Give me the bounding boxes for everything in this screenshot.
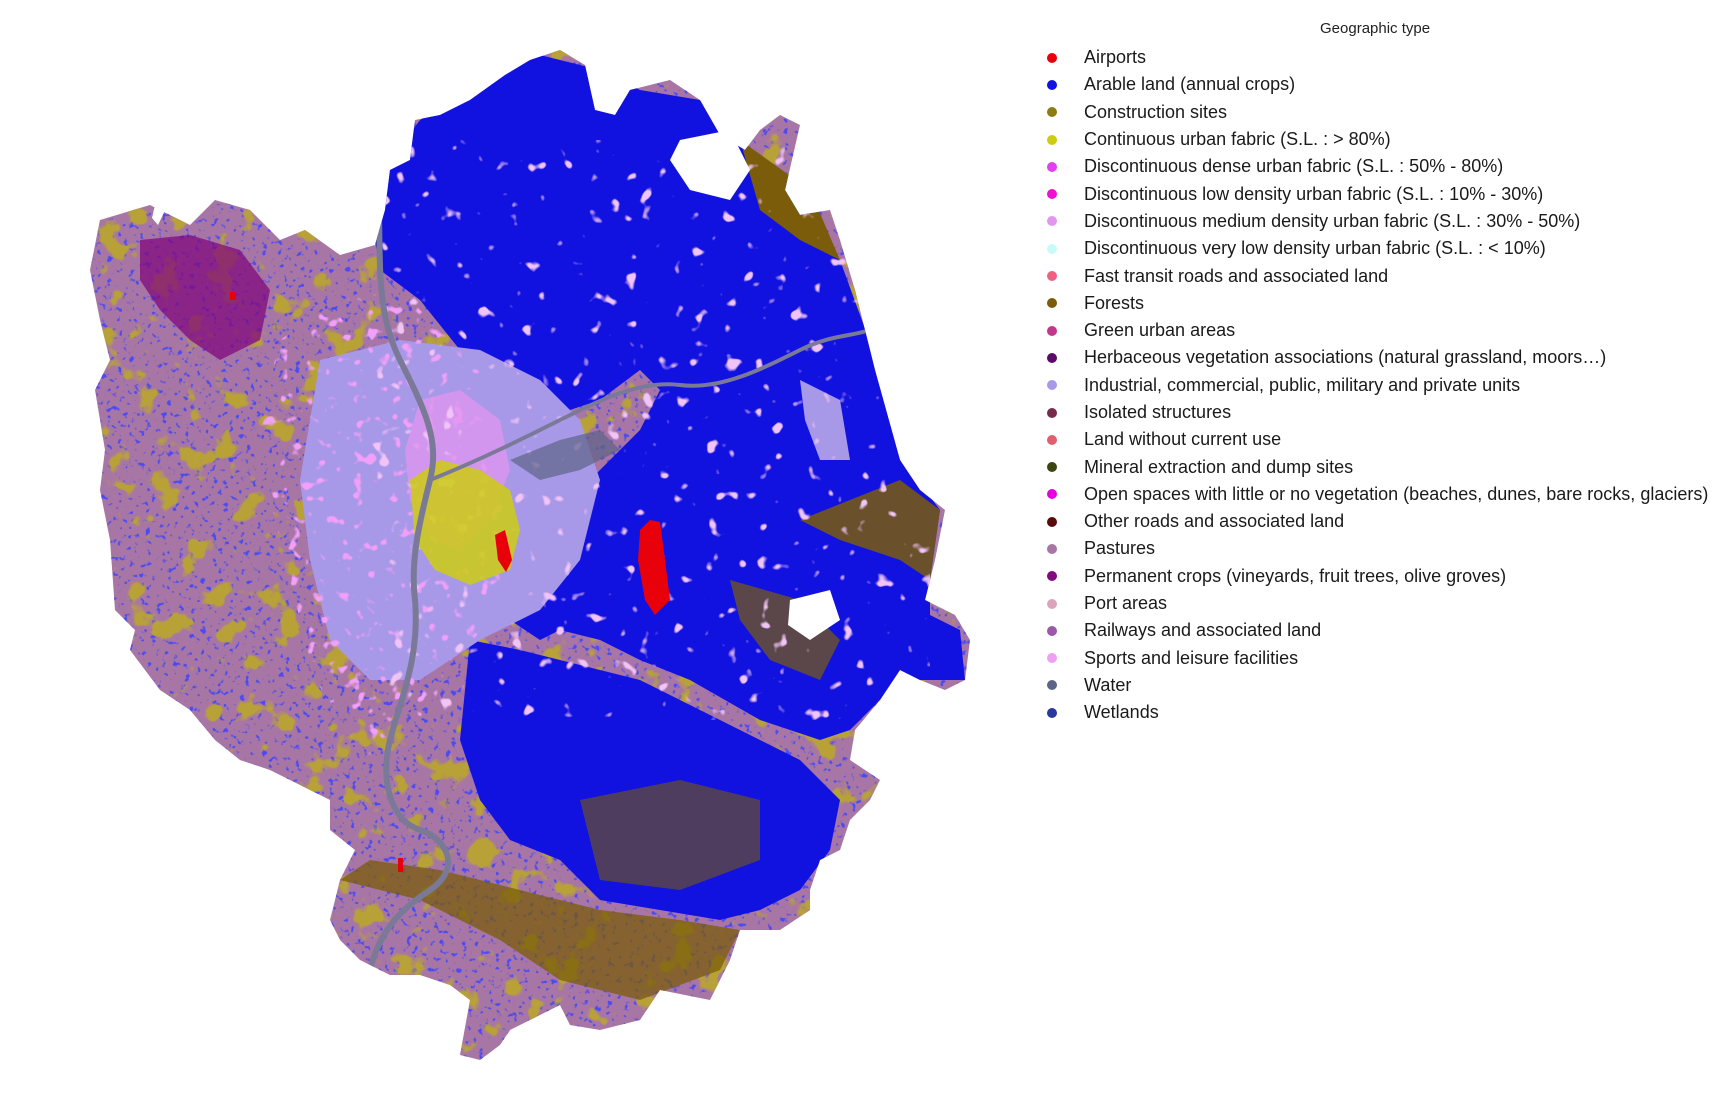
legend-swatch <box>1047 516 1057 527</box>
legend-label: Railways and associated land <box>1084 620 1322 641</box>
continuous-urban-core <box>410 460 520 585</box>
legend-label: Discontinuous very low density urban fab… <box>1084 238 1546 259</box>
legend-label: Water <box>1084 674 1132 695</box>
legend-label: Discontinuous low density urban fabric (… <box>1084 183 1544 204</box>
legend-swatch <box>1047 462 1057 473</box>
airport-tiny-nw <box>230 292 236 300</box>
legend-label: Pastures <box>1084 538 1156 559</box>
legend-label: Isolated structures <box>1084 402 1232 422</box>
legend-label: Land without current use <box>1084 429 1282 450</box>
legend-swatch <box>1047 161 1057 172</box>
legend-swatch <box>1047 380 1057 391</box>
legend-label: Fast transit roads and associated land <box>1084 265 1389 286</box>
legend-swatch <box>1047 653 1057 664</box>
land-cover-map <box>40 40 990 1070</box>
forest-band-south <box>340 860 740 1000</box>
legend-swatch <box>1047 298 1057 309</box>
legend-swatch <box>1047 434 1057 445</box>
legend-label: Discontinuous medium density urban fabri… <box>1084 210 1581 231</box>
airport-small <box>495 530 512 572</box>
legend-label: Green urban areas <box>1084 320 1236 341</box>
forest-patch-south <box>580 780 760 890</box>
legend-swatch <box>1047 107 1057 118</box>
water-patch-center <box>510 430 620 480</box>
legend-label: Sports and leisure facilities <box>1084 647 1299 668</box>
legend-swatch <box>1047 189 1057 200</box>
legend-swatch <box>1047 543 1057 554</box>
region-hole-nw <box>152 200 170 225</box>
legend-label: Wetlands <box>1084 702 1159 723</box>
legend-swatch <box>1047 134 1057 145</box>
legend-swatch <box>1047 216 1057 227</box>
region-hole-e <box>788 590 840 640</box>
legend-swatch <box>1047 271 1057 282</box>
legend-title: Geographic type <box>1320 20 1431 37</box>
legend-swatch <box>1047 52 1057 63</box>
legend-label: Forests <box>1084 292 1145 313</box>
legend-swatch <box>1047 325 1057 336</box>
airport-tiny-south <box>398 858 403 872</box>
legend-label: Arable land (annual crops) <box>1084 74 1296 95</box>
airport-large <box>638 520 670 615</box>
legend-swatch <box>1047 571 1057 582</box>
river-east <box>429 318 892 482</box>
legend-swatch <box>1047 407 1057 418</box>
legend-label: Open spaces with little or no vegetation… <box>1084 483 1709 504</box>
legend-swatch <box>1047 79 1057 90</box>
legend-label: Port areas <box>1084 593 1168 614</box>
legend-swatch <box>1047 352 1057 363</box>
river-west <box>367 149 452 971</box>
legend-swatch <box>1047 625 1057 636</box>
legend-swatch <box>1047 489 1057 500</box>
legend-label: Mineral extraction and dump sites <box>1084 456 1354 477</box>
legend-label: Other roads and associated land <box>1084 511 1345 532</box>
legend-label: Herbaceous vegetation associations (natu… <box>1084 347 1607 368</box>
legend-swatch <box>1047 598 1057 609</box>
map-region <box>90 50 970 1060</box>
legend-label: Construction sites <box>1084 101 1228 122</box>
legend-label: Airports <box>1084 47 1147 68</box>
land-cover-map-svg <box>90 50 970 1060</box>
legend-swatch <box>1047 243 1057 254</box>
arable-pink-specks <box>370 140 930 720</box>
legend-swatch <box>1047 707 1057 718</box>
legend-swatch <box>1047 680 1057 691</box>
region-hole-ne <box>670 130 750 200</box>
legend-label: Discontinuous dense urban fabric (S.L. :… <box>1084 156 1504 177</box>
legend-label: Industrial, commercial, public, military… <box>1084 374 1521 395</box>
legend-label: Permanent crops (vineyards, fruit trees,… <box>1084 565 1507 586</box>
legend-label: Continuous urban fabric (S.L. : > 80%) <box>1084 129 1391 150</box>
permanent-crops-nw <box>140 235 270 360</box>
